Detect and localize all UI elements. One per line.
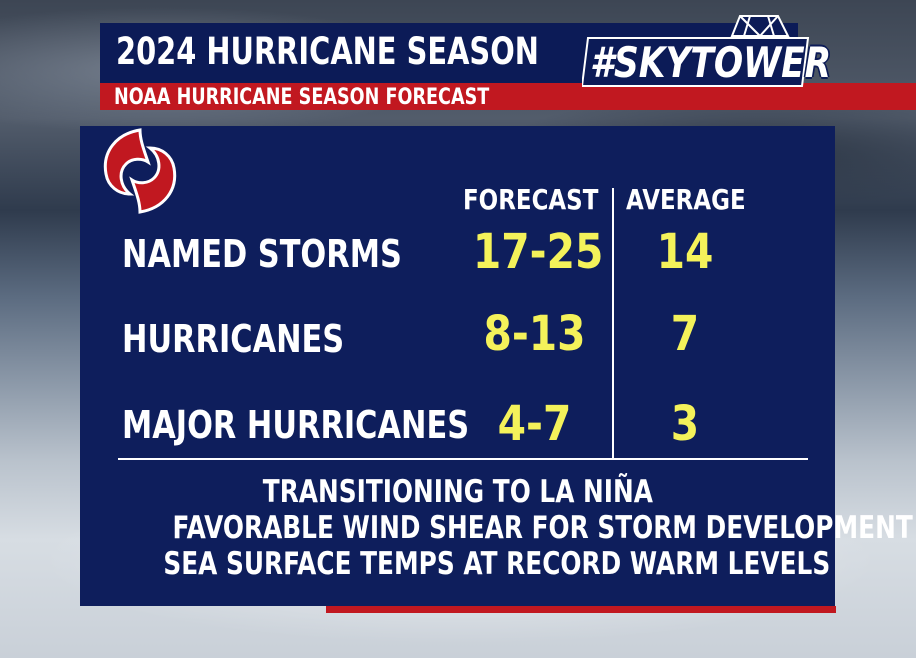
average-value-named-storms: 14 [656,224,714,280]
average-value-hurricanes: 7 [670,306,700,362]
forecast-value-named-storms: 17-25 [472,224,604,280]
page-subtitle: NOAA HURRICANE SEASON FORECAST [114,85,490,110]
skytower-logo [582,15,810,87]
note-wind-shear: FAVORABLE WIND SHEAR FOR STORM DEVELOPME… [80,510,913,546]
note-sea-surface-temps-text: SEA SURFACE TEMPS AT RECORD WARM LEVELS [163,546,831,582]
row-label-major-hurricanes: MAJOR HURRICANES [122,403,470,447]
tower-dome-icon [730,15,790,37]
forecast-value-hurricanes: 8-13 [483,306,586,362]
forecast-value-major-hurricanes: 4-7 [497,396,572,452]
column-header-forecast: FORECAST [463,183,599,216]
note-wind-shear-text: FAVORABLE WIND SHEAR FOR STORM DEVELOPME… [172,510,913,546]
average-value-major-hurricanes: 3 [670,396,700,452]
skytower-logo-text: #SKYTOWER [590,38,832,87]
row-label-named-storms: NAMED STORMS [122,232,402,276]
table-bottom-divider [118,458,808,460]
note-la-nina: TRANSITIONING TO LA NIÑA [80,474,835,510]
hurricane-icon [103,128,177,214]
column-header-average: AVERAGE [626,183,746,216]
row-label-hurricanes: HURRICANES [122,317,345,361]
page-title: 2024 HURRICANE SEASON [116,30,539,73]
forecast-panel [80,126,835,606]
note-sea-surface-temps: SEA SURFACE TEMPS AT RECORD WARM LEVELS [80,546,835,582]
panel-accent-line [326,606,836,613]
note-la-nina-text: TRANSITIONING TO LA NIÑA [262,474,653,510]
subtitle-bar [100,83,916,110]
column-divider [612,188,614,458]
